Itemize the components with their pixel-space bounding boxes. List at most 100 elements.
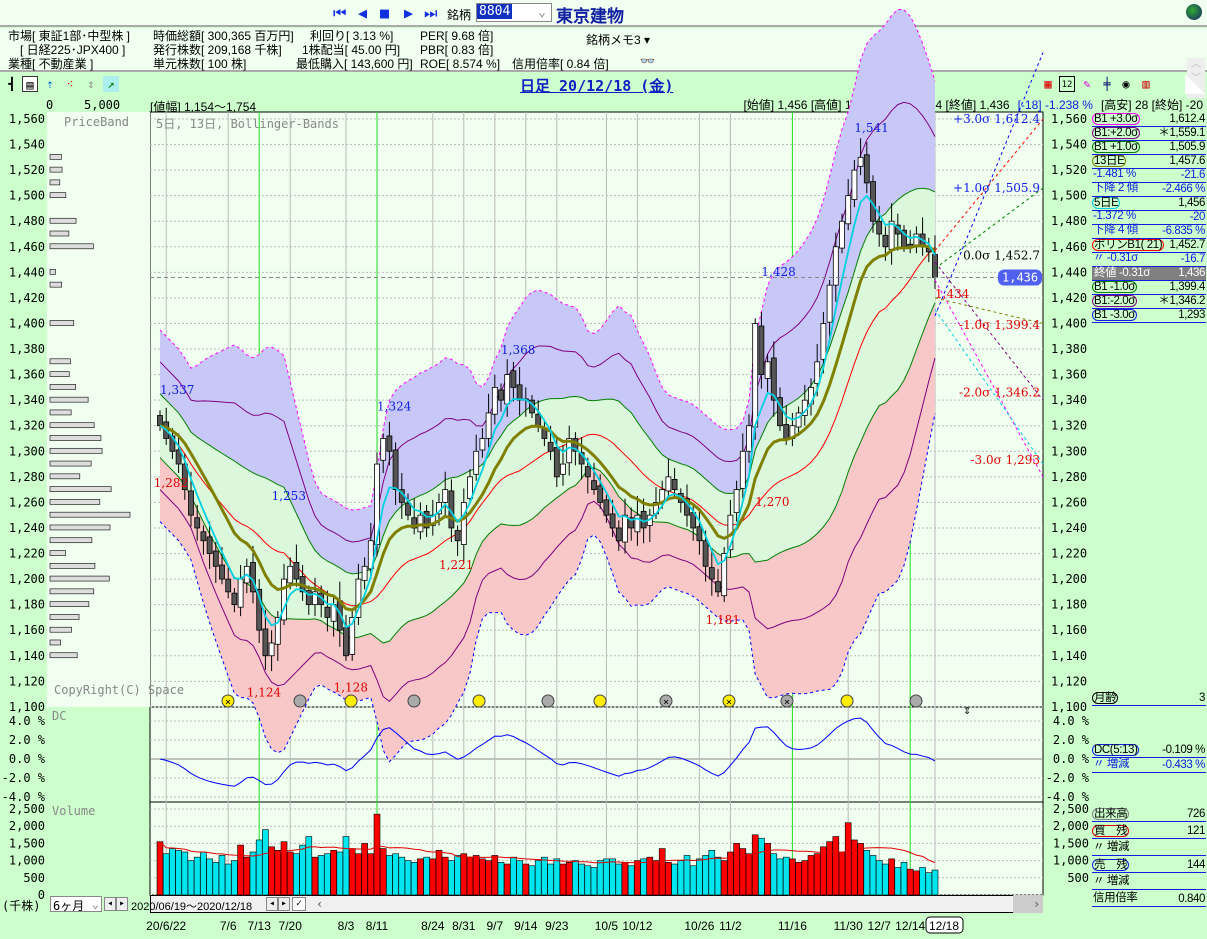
range-prev-button[interactable]: ◂ bbox=[266, 897, 278, 911]
volume-bar bbox=[187, 860, 195, 896]
volume-bar bbox=[255, 839, 263, 896]
chart-icon[interactable]: ▤ bbox=[22, 76, 38, 92]
range-checkbox[interactable]: ✓ bbox=[292, 897, 306, 911]
date-tick: 20/6/22 bbox=[146, 919, 186, 933]
crosshair-icon[interactable]: ╪ bbox=[1103, 77, 1111, 91]
volume-bar bbox=[404, 860, 412, 896]
volume-bar bbox=[696, 858, 703, 896]
volume-bar bbox=[863, 849, 871, 896]
period-next-button[interactable]: ▸ bbox=[116, 897, 128, 911]
candle-body bbox=[498, 389, 504, 401]
scroll-right-icon[interactable]: › bbox=[1033, 897, 1041, 911]
volume-bar bbox=[286, 851, 294, 896]
period-prev-button[interactable]: ◂ bbox=[104, 897, 116, 911]
range-next-button[interactable]: ▸ bbox=[278, 897, 290, 911]
volume-bar bbox=[342, 836, 350, 896]
film-icon[interactable]: ▦ bbox=[1044, 77, 1052, 91]
last-icon[interactable]: ⏭ bbox=[424, 4, 438, 22]
next-icon[interactable]: ▶ bbox=[404, 4, 414, 22]
candle-icon[interactable]: ┫ bbox=[8, 77, 16, 91]
prev-icon[interactable]: ◀ bbox=[358, 4, 368, 22]
band-plus2 bbox=[159, 101, 936, 543]
candle-body bbox=[361, 565, 368, 581]
price-tick-left: 1,240 bbox=[9, 521, 45, 535]
volume-bar bbox=[795, 862, 802, 896]
candle-body bbox=[343, 627, 349, 657]
candle-body bbox=[634, 514, 641, 533]
row-value: 144 bbox=[1187, 859, 1205, 871]
candle-body bbox=[262, 628, 269, 657]
candle-body bbox=[188, 490, 194, 516]
band-minus2 bbox=[159, 357, 936, 703]
volume-profile-bar bbox=[49, 511, 131, 518]
binoculars-icon[interactable]: 👓 bbox=[640, 54, 655, 68]
volume-bar bbox=[820, 846, 827, 896]
row-label: 終値 -0.31σ bbox=[1092, 267, 1152, 279]
price-tick-right: 1,180 bbox=[1051, 598, 1087, 612]
right-panel-row: 〃 増減 bbox=[1092, 841, 1206, 856]
volume-profile-bar bbox=[49, 499, 101, 505]
price-tick-left: 1,280 bbox=[9, 470, 45, 484]
candle-body bbox=[839, 220, 845, 249]
priceband-label: PriceBand bbox=[64, 115, 130, 129]
volume-bar bbox=[466, 856, 474, 896]
last-price-tag bbox=[998, 269, 1042, 286]
candle-body bbox=[832, 246, 839, 286]
row-label: B1 -1.0σ bbox=[1092, 281, 1137, 293]
pencil-icon[interactable]: ✎ bbox=[1083, 77, 1091, 91]
memo-dropdown[interactable]: 銘柄メモ3 ▾ bbox=[586, 33, 651, 47]
first-icon[interactable]: ⏮ bbox=[333, 4, 347, 22]
dividend: 1株配当[ 45.00 円] bbox=[302, 43, 401, 57]
candle-body bbox=[671, 478, 678, 491]
line-tool-icon[interactable]: ↗ bbox=[103, 76, 119, 92]
ema5-line bbox=[159, 194, 936, 629]
chart-title[interactable]: 日足 20/12/18 (金) bbox=[520, 77, 674, 95]
volume-profile-bar bbox=[49, 422, 95, 429]
price-tick-left: 1,340 bbox=[9, 393, 45, 407]
vol-tick-right: 500 bbox=[1067, 871, 1089, 885]
trend-icon[interactable]: ⇡ bbox=[46, 77, 54, 91]
projection-line bbox=[934, 118, 1044, 251]
scroll-thumb[interactable] bbox=[1013, 895, 1043, 913]
volume-profile-bar bbox=[49, 384, 76, 390]
volume-bar bbox=[857, 843, 864, 896]
row-label: 出来高 bbox=[1092, 808, 1130, 820]
corner-icon[interactable] bbox=[1185, 74, 1205, 94]
scroll-left-icon[interactable]: ‹ bbox=[316, 897, 324, 911]
full-moon-icon bbox=[344, 694, 358, 708]
volume-bar bbox=[491, 855, 499, 896]
volume-bar bbox=[448, 860, 455, 896]
date-tick: 8/11 bbox=[366, 919, 389, 933]
volume-profile-bar bbox=[49, 179, 61, 186]
volume-bar bbox=[665, 862, 672, 896]
row-value: -0.433 % bbox=[1162, 759, 1205, 771]
globe-icon[interactable] bbox=[1186, 4, 1202, 20]
price-tick-left: 1,520 bbox=[9, 163, 45, 177]
top-bar: ⏮ ◀ ■ ▶ ⏭ 銘柄 8804 ⌄ 東京建物 bbox=[0, 0, 1207, 27]
palette-icon[interactable]: ◉ bbox=[1122, 77, 1130, 91]
candle-body bbox=[175, 449, 182, 465]
volume-bar bbox=[355, 853, 362, 896]
volume-bar bbox=[175, 849, 182, 896]
row-value: 726 bbox=[1187, 808, 1205, 820]
compare-icon[interactable]: ⇕ bbox=[87, 77, 95, 91]
volume-profile-bar bbox=[49, 154, 62, 160]
candle-body bbox=[597, 485, 604, 503]
dc-tick-right: 2.0 % bbox=[1053, 733, 1090, 747]
chart-scrollbar[interactable] bbox=[150, 895, 1043, 913]
period-select[interactable]: 6ヶ月 ⌄ bbox=[50, 896, 102, 913]
candle-body bbox=[225, 578, 232, 593]
company-name: 東京建物 bbox=[556, 7, 624, 26]
number-icon[interactable]: 12 bbox=[1059, 76, 1075, 92]
unit-label: (千株) bbox=[2, 899, 41, 913]
report-icon[interactable]: ▥ bbox=[1142, 77, 1150, 91]
points-icon[interactable]: ⁖ bbox=[66, 77, 74, 91]
candle-body bbox=[746, 425, 752, 452]
code-select[interactable]: 8804 ⌄ bbox=[476, 3, 552, 22]
candle-body bbox=[324, 606, 331, 618]
volume-label: Volume bbox=[52, 804, 96, 818]
band-minus1 bbox=[159, 302, 936, 644]
stop-icon[interactable]: ■ bbox=[380, 4, 390, 22]
candle-body bbox=[312, 591, 318, 606]
